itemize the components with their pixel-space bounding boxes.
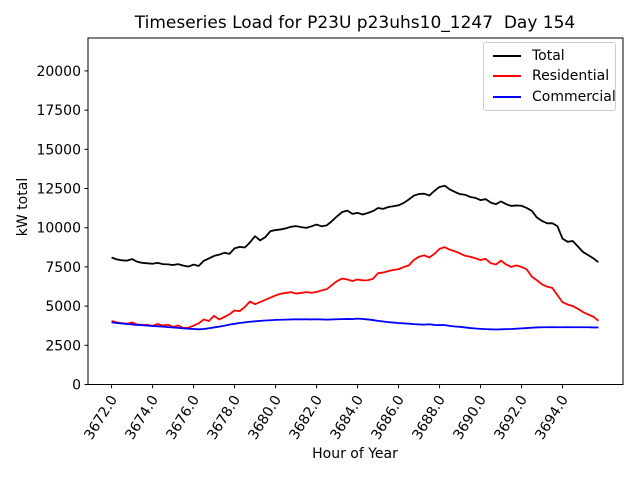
y-tick-label: 15000 (36, 142, 81, 158)
legend-entry-total: Total (493, 46, 606, 66)
plot-frame (87, 37, 624, 385)
y-tick-label: 12500 (36, 182, 81, 198)
x-tick-label: 3692.0 (491, 393, 531, 443)
residential-line-swatch (493, 75, 521, 78)
y-axis-ticks: 0 2500 5000 7500 10000 12500 15000 17500 20000 (36, 64, 88, 394)
x-tick-label: 3676.0 (163, 393, 203, 443)
y-tick-label: 7500 (45, 260, 81, 276)
x-tick-label: 3686.0 (368, 393, 408, 443)
x-tick-label: 3682.0 (286, 393, 326, 443)
x-tick-label: 3672.0 (81, 393, 121, 443)
chart-title: Timeseries Load for P23U p23uhs10_1247 D… (134, 13, 576, 33)
x-tick-label: 3688.0 (409, 393, 449, 443)
x-axis-label: Hour of Year (312, 446, 398, 462)
total-line-swatch (493, 55, 521, 58)
y-tick-label: 10000 (36, 221, 81, 237)
legend-label-residential: Residential (532, 68, 610, 85)
y-tick-label: 20000 (36, 64, 81, 80)
x-tick-label: 3674.0 (122, 393, 162, 443)
series-line-total (111, 184, 599, 268)
y-tick-label: 5000 (45, 299, 81, 315)
x-tick-label: 3694.0 (532, 393, 572, 443)
series-lines (111, 184, 599, 331)
legend: Total Residential Commercial (483, 42, 616, 111)
legend-label-total: Total (532, 48, 565, 65)
y-tick-label: 17500 (36, 103, 81, 119)
series-line-residential (111, 246, 599, 329)
x-tick-label: 3684.0 (327, 393, 367, 443)
x-axis-ticks: 3672.0 3674.0 3676.0 3678.0 3680.0 3682.0 3684… (81, 384, 572, 443)
commercial-line-swatch (493, 95, 521, 98)
legend-entry-residential: Residential (493, 66, 610, 86)
x-tick-label: 3690.0 (450, 393, 490, 443)
y-axis-label: kW total (15, 178, 31, 236)
legend-label-commercial: Commercial (532, 88, 616, 105)
series-line-commercial (111, 317, 599, 331)
x-tick-label: 3680.0 (245, 393, 285, 443)
legend-entry-commercial: Commercial (493, 87, 616, 107)
x-tick-label: 3678.0 (204, 393, 244, 443)
y-tick-label: 2500 (45, 338, 81, 354)
y-tick-label: 0 (72, 378, 81, 394)
